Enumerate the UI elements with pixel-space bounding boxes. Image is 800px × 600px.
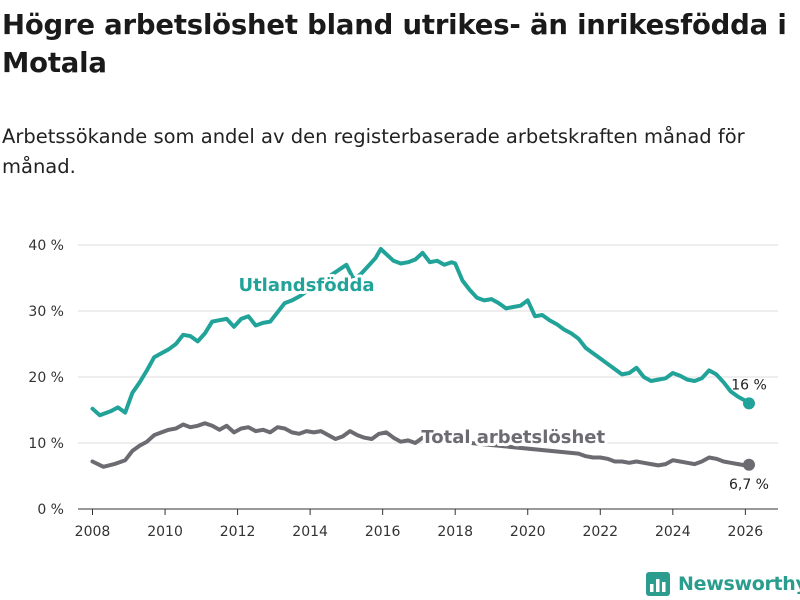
x-tick-label: 2018: [437, 524, 473, 540]
series-label: Utlandsfödda: [238, 275, 374, 296]
series-end-point: [742, 458, 755, 471]
series-line-total: [90, 421, 751, 469]
series-line-utlandsfodda: [90, 247, 751, 418]
y-tick-label: 10 %: [28, 436, 64, 452]
x-tick-label: 2010: [147, 524, 183, 540]
x-tick-label: 2008: [75, 524, 111, 540]
x-tick-label: 2022: [582, 524, 618, 540]
x-tick-label: 2020: [510, 524, 546, 540]
page-subtitle: Arbetssökande som andel av den registerb…: [2, 125, 745, 178]
y-tick-label: 20 %: [28, 370, 64, 386]
y-tick-label: 40 %: [28, 238, 64, 254]
series-end-label: 6,7 %: [729, 477, 769, 493]
x-tick-label: 2012: [220, 524, 256, 540]
y-tick-label: 30 %: [28, 304, 64, 320]
newsworthy-logo-icon: [646, 572, 670, 596]
brand-name: Newsworthy: [678, 573, 800, 595]
page-title: Högre arbetslöshet bland utrikes- än inr…: [2, 9, 787, 79]
series-end-point: [742, 397, 755, 410]
x-tick-label: 2014: [292, 524, 328, 540]
series-label: Total arbetslöshet: [421, 427, 605, 448]
brand: Newsworthy: [645, 568, 800, 600]
series-end-label: 16 %: [731, 377, 767, 393]
x-tick-label: 2016: [365, 524, 401, 540]
x-tick-label: 2026: [728, 524, 764, 540]
line-chart: 0 % 10 % 20 % 30 % 40 % 2008 2010 2012 2014 2016 2…: [28, 238, 778, 540]
x-tick-label: 2024: [655, 524, 691, 540]
y-tick-label: 0 %: [37, 502, 64, 518]
